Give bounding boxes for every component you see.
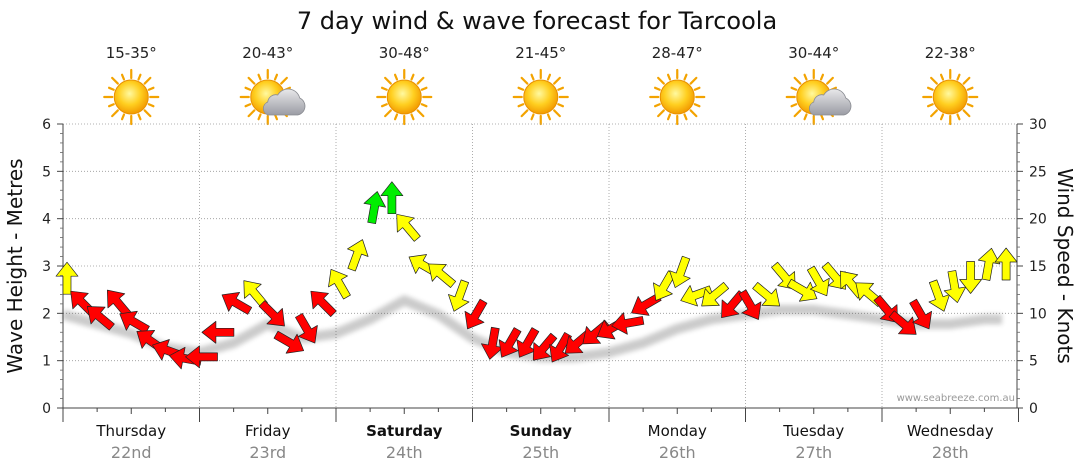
wind-arrow — [464, 298, 488, 330]
wind-arrow — [396, 213, 421, 242]
y-tick-label-left: 0 — [42, 401, 51, 417]
wind-arrow — [86, 306, 115, 331]
watermark: www.seabreeze.com.au — [897, 393, 1015, 404]
temp-range: 30-44° — [788, 44, 839, 62]
sun-cloud-icon — [785, 68, 852, 126]
y-axis-label-right: Wind Speed - Knots — [1053, 168, 1077, 364]
wind-arrow — [669, 255, 691, 288]
day-label: Monday — [648, 422, 707, 440]
y-tick-label-left: 6 — [42, 117, 51, 133]
y-tick-label-right: 20 — [1029, 212, 1047, 228]
sun-cloud-icon — [239, 68, 306, 126]
wind-arrow — [119, 310, 150, 334]
wind-arrow — [888, 310, 917, 335]
y-tick-label-right: 15 — [1029, 259, 1047, 275]
wind-arrow — [532, 332, 558, 361]
wind-arrow — [380, 181, 404, 215]
wind-arrow — [201, 320, 235, 344]
wind-arrow — [258, 300, 285, 327]
date-label: 23rd — [249, 443, 286, 462]
day-label: Tuesday — [782, 422, 844, 440]
sun-icon — [512, 68, 569, 126]
y-tick-label-left: 3 — [42, 259, 51, 275]
wind-arrow — [221, 292, 253, 315]
wind-arrow — [994, 247, 1018, 281]
date-label: 26th — [659, 443, 696, 462]
wind-arrow — [363, 191, 386, 225]
y-axis-label-left: Wave Height - Metres — [3, 158, 27, 373]
date-label: 27th — [795, 443, 832, 462]
wind-arrow — [909, 298, 932, 330]
wind-arrow — [448, 279, 470, 312]
sun-icon — [649, 68, 706, 126]
y-tick-label-left: 1 — [42, 354, 51, 370]
day-label: Wednesday — [907, 422, 994, 440]
wind-arrow — [498, 327, 522, 358]
date-label: 25th — [522, 443, 559, 462]
day-label: Sunday — [510, 422, 573, 440]
wind-arrow — [428, 263, 457, 288]
wind-arrow — [310, 290, 337, 317]
wind-arrow — [347, 239, 369, 272]
wind-arrow — [328, 268, 351, 300]
wind-arrow — [943, 270, 967, 303]
sun-icon — [103, 68, 160, 126]
y-tick-label-right: 30 — [1029, 117, 1047, 133]
wind-arrow — [752, 281, 781, 307]
wind-arrow — [786, 278, 818, 302]
day-label: Friday — [245, 422, 291, 440]
date-label: 28th — [932, 443, 969, 462]
temp-range: 22-38° — [925, 44, 976, 62]
y-tick-label-right: 5 — [1029, 354, 1038, 370]
temp-range: 21-45° — [515, 44, 566, 62]
wind-arrow — [55, 261, 79, 295]
chart-title: 7 day wind & wave forecast for Tarcoola — [297, 7, 777, 35]
y-tick-label-right: 0 — [1029, 401, 1038, 417]
y-tick-label-right: 25 — [1029, 164, 1047, 180]
sun-icon — [922, 68, 979, 126]
sun-icon — [376, 68, 433, 126]
y-tick-label-left: 2 — [42, 306, 51, 322]
wind-arrow — [680, 285, 713, 307]
y-tick-label-left: 4 — [42, 212, 51, 228]
y-tick-label-left: 5 — [42, 164, 51, 180]
temp-range: 30-48° — [379, 44, 430, 62]
wind-arrow — [977, 247, 1001, 281]
wind-arrow — [295, 313, 318, 344]
wind-arrow — [806, 265, 830, 297]
date-label: 22nd — [111, 443, 152, 462]
day-label: Saturday — [366, 422, 443, 440]
wind-arrow — [273, 330, 305, 354]
temp-range: 28-47° — [652, 44, 703, 62]
wind-arrow — [549, 332, 572, 363]
date-label: 24th — [386, 443, 423, 462]
temp-range: 20-43° — [242, 44, 293, 62]
temp-range: 15-35° — [106, 44, 157, 62]
wind-arrow — [959, 261, 982, 294]
wind-arrow — [701, 281, 730, 307]
wind-arrow — [611, 312, 645, 335]
wind-arrow — [185, 345, 218, 369]
y-tick-label-right: 10 — [1029, 306, 1047, 322]
day-label: Thursday — [95, 422, 166, 440]
wind-arrow — [738, 289, 762, 320]
